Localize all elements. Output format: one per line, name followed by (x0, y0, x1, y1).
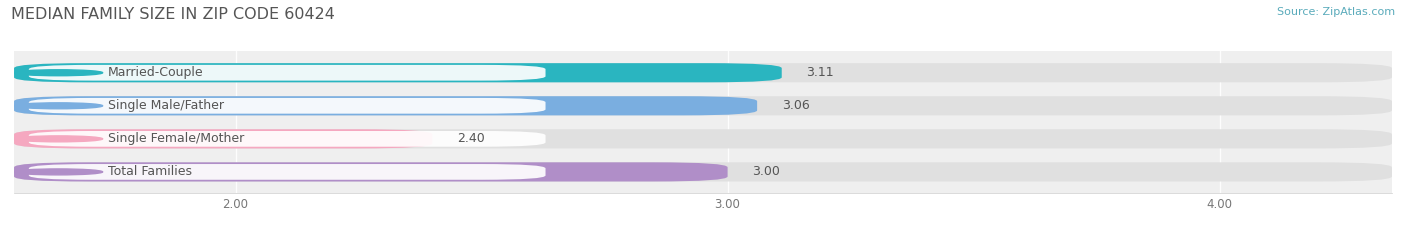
FancyBboxPatch shape (14, 129, 432, 148)
Circle shape (14, 169, 103, 175)
Text: Single Female/Mother: Single Female/Mother (107, 132, 243, 145)
FancyBboxPatch shape (14, 129, 1392, 148)
Text: Source: ZipAtlas.com: Source: ZipAtlas.com (1277, 7, 1395, 17)
Text: 3.06: 3.06 (782, 99, 810, 112)
Text: Total Families: Total Families (107, 165, 191, 178)
Text: 3.00: 3.00 (752, 165, 780, 178)
Text: 2.40: 2.40 (457, 132, 485, 145)
FancyBboxPatch shape (28, 65, 546, 81)
Circle shape (14, 136, 103, 142)
Circle shape (14, 70, 103, 76)
FancyBboxPatch shape (14, 162, 728, 182)
FancyBboxPatch shape (14, 63, 782, 82)
Text: Married-Couple: Married-Couple (107, 66, 204, 79)
FancyBboxPatch shape (28, 98, 546, 114)
FancyBboxPatch shape (14, 96, 756, 115)
FancyBboxPatch shape (28, 164, 546, 180)
Text: 3.11: 3.11 (806, 66, 834, 79)
FancyBboxPatch shape (28, 131, 546, 147)
Text: Single Male/Father: Single Male/Father (107, 99, 224, 112)
FancyBboxPatch shape (14, 63, 1392, 82)
Circle shape (14, 103, 103, 109)
FancyBboxPatch shape (14, 162, 1392, 182)
Text: MEDIAN FAMILY SIZE IN ZIP CODE 60424: MEDIAN FAMILY SIZE IN ZIP CODE 60424 (11, 7, 335, 22)
FancyBboxPatch shape (14, 96, 1392, 115)
